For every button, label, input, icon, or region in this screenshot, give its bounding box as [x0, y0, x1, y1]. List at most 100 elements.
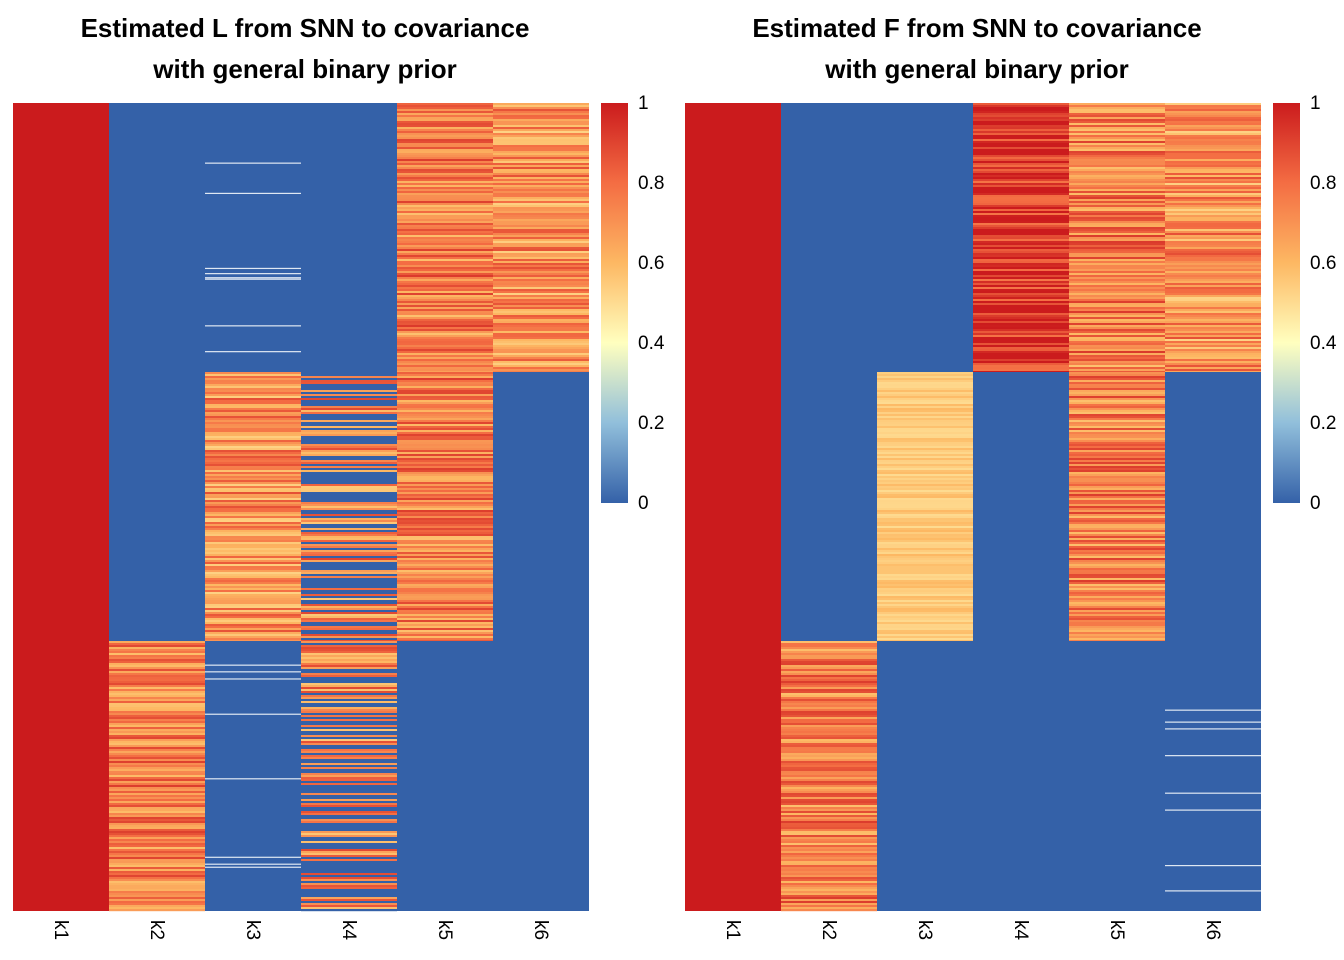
heatmap-row-stripe — [1165, 305, 1261, 308]
heatmap-row-stripe — [973, 109, 1069, 112]
heatmap-row-stripe — [877, 430, 973, 433]
heatmap-row-stripe — [1069, 195, 1165, 198]
heatmap-row-stripe — [1069, 518, 1165, 521]
heatmap-row-stripe — [1165, 315, 1261, 318]
heatmap-row-stripe — [1069, 181, 1165, 184]
heatmap-row-stripe — [973, 259, 1069, 262]
heatmap-row-stripe — [301, 478, 397, 481]
heatmap-row-stripe — [1069, 626, 1165, 629]
heatmap-row-stripe — [205, 616, 301, 619]
heatmap-row-stripe — [1165, 245, 1261, 248]
heatmap-row-stripe — [301, 877, 397, 880]
heatmap-row-stripe — [397, 634, 493, 637]
heatmap-row-stripe — [973, 137, 1069, 140]
heatmap-row-stripe — [1165, 237, 1261, 240]
heatmap-row-stripe — [397, 301, 493, 304]
heatmap-row-stripe — [973, 221, 1069, 224]
heatmap-row-stripe — [109, 897, 205, 900]
heatmap-row-stripe — [877, 602, 973, 605]
heatmap-row-stripe — [973, 167, 1069, 170]
heatmap-row-stripe — [781, 897, 877, 900]
heatmap-row-stripe — [781, 737, 877, 740]
heatmap-row-stripe — [1069, 602, 1165, 605]
heatmap-row-stripe — [397, 510, 493, 513]
heatmap-row-stripe — [1165, 209, 1261, 212]
heatmap-row-stripe — [493, 267, 589, 270]
heatmap-row-stripe — [973, 247, 1069, 250]
heatmap-row-stripe — [1069, 412, 1165, 415]
heatmap-row-stripe — [205, 550, 301, 553]
heatmap-row-stripe — [493, 121, 589, 124]
heatmap-row-stripe — [397, 199, 493, 202]
heatmap-row-stripe — [205, 628, 301, 631]
right-scale-tick: 0.8 — [1310, 173, 1337, 194]
heatmap-row-stripe — [1069, 175, 1165, 178]
heatmap-row-stripe — [397, 508, 493, 511]
heatmap-row-stripe — [493, 303, 589, 306]
heatmap-row-stripe — [1069, 400, 1165, 403]
heatmap-row-stripe — [973, 255, 1069, 258]
heatmap-row-stripe — [877, 474, 973, 477]
heatmap-row-stripe — [877, 544, 973, 547]
heatmap-row-stripe — [877, 608, 973, 611]
heatmap-row-stripe — [397, 305, 493, 308]
heatmap-row-stripe — [781, 887, 877, 890]
heatmap-row-stripe — [301, 576, 397, 579]
heatmap-row-stripe — [301, 454, 397, 457]
heatmap-row-stripe — [781, 871, 877, 874]
heatmap-row-stripe — [301, 474, 397, 477]
heatmap-row-stripe — [109, 815, 205, 818]
heatmap-sparse-line — [205, 325, 301, 327]
heatmap-row-stripe — [397, 321, 493, 324]
heatmap-row-stripe — [1165, 183, 1261, 186]
heatmap-row-stripe — [301, 588, 397, 591]
heatmap-row-stripe — [1165, 193, 1261, 196]
heatmap-row-stripe — [397, 538, 493, 541]
heatmap-row-stripe — [1165, 337, 1261, 340]
heatmap-row-stripe — [205, 632, 301, 635]
heatmap-row-stripe — [1069, 372, 1165, 375]
heatmap-row-stripe — [493, 289, 589, 292]
heatmap-row-stripe — [781, 707, 877, 710]
heatmap-row-stripe — [877, 638, 973, 641]
heatmap-row-stripe — [1165, 369, 1261, 372]
heatmap-row-stripe — [397, 530, 493, 533]
heatmap-row-stripe — [973, 205, 1069, 208]
heatmap-row-stripe — [877, 504, 973, 507]
heatmap-row-stripe — [493, 229, 589, 232]
heatmap-row-stripe — [301, 697, 397, 700]
heatmap-row-stripe — [1165, 113, 1261, 116]
heatmap-row-stripe — [493, 215, 589, 218]
heatmap-row-stripe — [1069, 636, 1165, 639]
heatmap-row-stripe — [1069, 566, 1165, 569]
heatmap-row-stripe — [301, 422, 397, 425]
heatmap-row-stripe — [301, 378, 397, 381]
heatmap-row-stripe — [205, 486, 301, 489]
heatmap-row-stripe — [1069, 568, 1165, 571]
heatmap-row-stripe — [1165, 345, 1261, 348]
heatmap-row-stripe — [301, 769, 397, 772]
heatmap-row-stripe — [1069, 271, 1165, 274]
heatmap-row-stripe — [109, 753, 205, 756]
heatmap-row-stripe — [397, 394, 493, 397]
heatmap-row-stripe — [397, 612, 493, 615]
heatmap-row-stripe — [301, 382, 397, 385]
heatmap-sparse-line — [1165, 709, 1261, 711]
heatmap-row-stripe — [205, 438, 301, 441]
heatmap-row-stripe — [301, 488, 397, 491]
heatmap-row-stripe — [301, 717, 397, 720]
heatmap-row-stripe — [301, 759, 397, 762]
heatmap-row-stripe — [877, 634, 973, 637]
heatmap-row-stripe — [493, 263, 589, 266]
heatmap-row-stripe — [397, 570, 493, 573]
heatmap-row-stripe — [109, 781, 205, 784]
right-heatmap — [685, 103, 1261, 912]
heatmap-row-stripe — [781, 905, 877, 908]
heatmap-row-stripe — [205, 390, 301, 393]
heatmap-row-stripe — [397, 464, 493, 467]
heatmap-row-stripe — [493, 345, 589, 348]
heatmap-row-stripe — [397, 606, 493, 609]
heatmap-row-stripe — [493, 301, 589, 304]
heatmap-row-stripe — [973, 157, 1069, 160]
heatmap-row-stripe — [1069, 524, 1165, 527]
